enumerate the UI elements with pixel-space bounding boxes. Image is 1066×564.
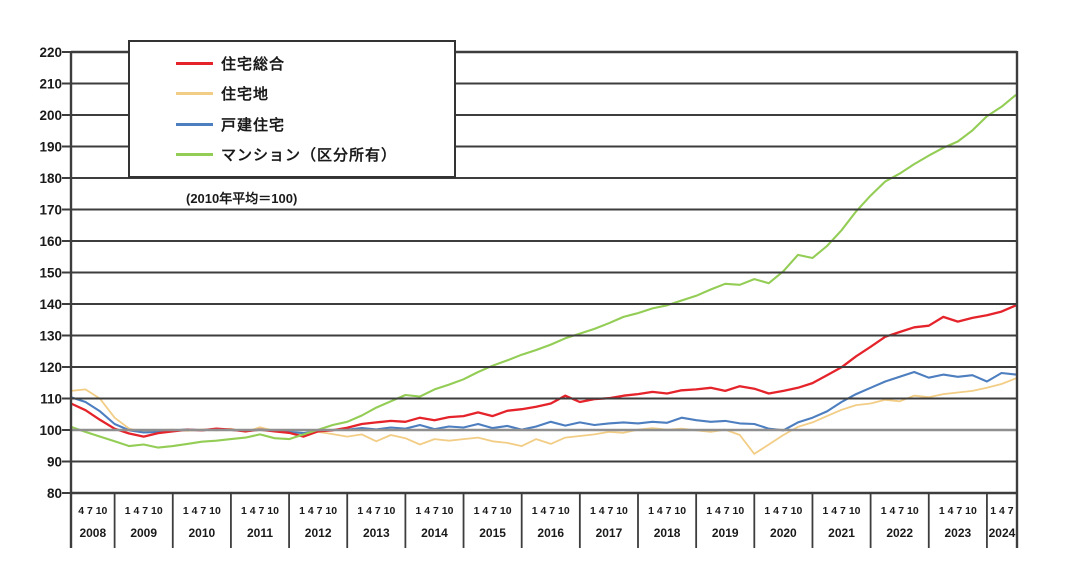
x-year-label-2021: 2021 — [828, 526, 855, 540]
legend-swatch-kodate — [176, 122, 213, 126]
x-month-labels-2017: 1 4 7 10 — [590, 505, 628, 517]
y-tick-label-140: 140 — [39, 297, 62, 312]
y-tick-label-130: 130 — [39, 329, 62, 344]
legend-swatch-mansion — [176, 153, 213, 157]
x-year-label-2013: 2013 — [363, 526, 390, 540]
x-month-labels-2011: 1 4 7 10 — [241, 505, 279, 517]
x-year-label-2022: 2022 — [886, 526, 913, 540]
x-month-labels-2023: 1 4 7 10 — [939, 505, 977, 517]
chart-legend: 住宅総合住宅地戸建住宅マンション（区分所有） — [128, 40, 456, 178]
y-tick-label-210: 210 — [39, 77, 62, 92]
x-year-label-2018: 2018 — [654, 526, 681, 540]
y-tick-label-80: 80 — [47, 486, 62, 501]
y-tick-label-170: 170 — [39, 203, 62, 218]
y-tick-label-120: 120 — [39, 360, 62, 375]
x-month-labels-2014: 1 4 7 10 — [415, 505, 453, 517]
legend-label-mansion: マンション（区分所有） — [221, 147, 398, 165]
x-year-label-2008: 2008 — [79, 526, 106, 540]
y-tick-label-110: 110 — [40, 392, 62, 407]
x-year-label-2024: 2024 — [989, 526, 1016, 540]
x-year-label-2016: 2016 — [537, 526, 564, 540]
x-year-label-2011: 2011 — [247, 526, 273, 540]
x-year-label-2023: 2023 — [944, 526, 971, 540]
legend-item-mansion: マンション（区分所有） — [176, 142, 454, 168]
x-year-label-2012: 2012 — [305, 526, 332, 540]
x-month-labels-2015: 1 4 7 10 — [474, 505, 512, 517]
x-month-labels-2021: 1 4 7 10 — [823, 505, 861, 517]
legend-item-jutakuchi: 住宅地 — [176, 81, 454, 107]
legend-swatch-jutaku-sogo — [176, 61, 213, 65]
y-tick-label-200: 200 — [39, 108, 62, 123]
x-month-labels-2008: 4 7 10 — [78, 505, 107, 517]
x-year-label-2020: 2020 — [770, 526, 797, 540]
legend-label-jutakuchi: 住宅地 — [221, 86, 270, 104]
x-year-label-2015: 2015 — [479, 526, 506, 540]
series-line-0 — [70, 304, 1017, 438]
x-month-labels-2010: 1 4 7 10 — [183, 505, 221, 517]
y-tick-label-190: 190 — [39, 140, 62, 155]
y-tick-label-220: 220 — [39, 45, 62, 60]
x-year-label-2014: 2014 — [421, 526, 448, 540]
x-month-labels-2020: 1 4 7 10 — [764, 505, 802, 517]
x-month-labels-2013: 1 4 7 10 — [357, 505, 395, 517]
x-year-label-2009: 2009 — [130, 526, 157, 540]
y-tick-label-90: 90 — [47, 455, 62, 470]
series-line-1 — [70, 377, 1017, 455]
x-month-labels-2009: 1 4 7 10 — [125, 505, 163, 517]
x-month-labels-2018: 1 4 7 10 — [648, 505, 686, 517]
legend-label-kodate: 戸建住宅 — [221, 116, 286, 134]
y-tick-label-150: 150 — [39, 266, 62, 281]
x-month-labels-2016: 1 4 7 10 — [532, 505, 570, 517]
x-year-label-2017: 2017 — [596, 526, 623, 540]
legend-label-jutaku-sogo: 住宅総合 — [221, 55, 286, 73]
x-year-label-2019: 2019 — [712, 526, 739, 540]
x-month-labels-2022: 1 4 7 10 — [881, 505, 919, 517]
x-month-labels-2024: 1 4 7 — [990, 505, 1014, 517]
legend-item-kodate: 戸建住宅 — [176, 111, 454, 137]
x-month-labels-2012: 1 4 7 10 — [299, 505, 337, 517]
legend-item-jutaku-sogo: 住宅総合 — [176, 50, 454, 76]
y-tick-label-100: 100 — [39, 423, 62, 438]
legend-swatch-jutakuchi — [176, 92, 213, 96]
y-tick-label-180: 180 — [39, 171, 62, 186]
x-month-labels-2019: 1 4 7 10 — [706, 505, 744, 517]
base-period-note: (2010年平均＝100) — [186, 191, 298, 206]
y-tick-label-160: 160 — [39, 234, 62, 249]
x-year-label-2010: 2010 — [188, 526, 215, 540]
